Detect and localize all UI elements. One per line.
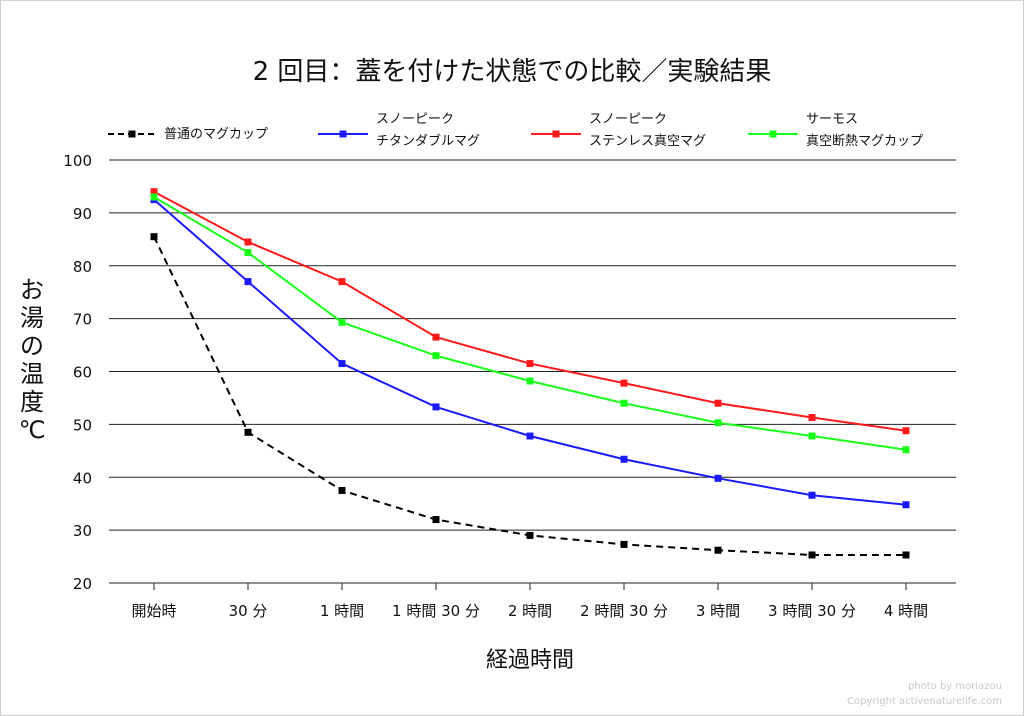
x-tick-label: 3 時間 [696,602,740,620]
y-tick-label: 30 [73,522,92,540]
data-point [338,486,346,494]
legend-label: チタンダブルマグ [376,133,480,149]
legend-marker-2 [552,130,560,138]
x-tick-label: 3 時間 30 分 [768,602,856,620]
legend-marker-0 [128,130,136,138]
data-point [244,249,252,257]
y-axis-label-char: 湯 [20,304,44,332]
chart-title: 2 回目：蓋を付けた状態での比較／実験結果 [253,57,772,87]
data-point [338,278,346,286]
series-line-3 [153,196,907,451]
y-tick-label: 20 [73,575,92,593]
data-point [620,379,628,387]
series-line-0 [153,236,906,556]
data-point [714,419,722,427]
y-axis-ticks: 20 30 40 50 60 70 80 90 100 [63,152,92,593]
data-point [902,551,910,559]
x-axis-label: 経過時間 [486,648,574,673]
x-tick-label: 2 時間 [508,602,552,620]
credit-photo: photo by moriazou [908,681,1002,692]
y-tick-label: 70 [73,311,92,329]
credit-copyright: Copyright activenaturelife.com [847,696,1002,707]
y-axis-label-char: 温 [20,360,44,388]
data-point [432,403,440,411]
series-line-1 [153,198,907,506]
data-point [244,238,252,246]
legend-label: サーモス [806,112,858,127]
data-point [338,318,346,326]
legend: 普通のマグカップスノーピークチタンダブルマグスノーピークステンレス真空マグサーモ… [108,112,923,149]
data-point [902,427,910,435]
data-point [714,546,722,554]
series-line-2 [153,190,907,432]
data-point [808,432,816,440]
x-axis-ticks: 開始時 30 分 1 時間 1 時間 30 分 2 時間 2 時間 30 分 3 時間 3 時… [131,583,928,620]
data-point [902,446,910,454]
y-axis-label-char: お [20,276,44,304]
data-point [432,333,440,341]
series-group [150,188,910,559]
legend-marker-1 [339,130,347,138]
y-axis-label-char: 度 [20,388,44,416]
data-point [714,399,722,407]
legend-label: 普通のマグカップ [164,127,268,142]
y-tick-label: 40 [73,469,92,487]
data-point [150,188,158,196]
x-tick-label: 1 時間 [320,602,364,620]
legend-label: スノーピーク [376,112,454,127]
data-point [808,414,816,422]
data-point [620,455,628,463]
data-point [526,377,534,385]
x-tick-label: 4 時間 [884,602,928,620]
y-axis-label-char: の [20,332,44,360]
x-tick-label: 1 時間 30 分 [392,602,480,620]
data-point [808,551,816,559]
data-point [244,428,252,436]
y-axis-label-char: ℃ [19,416,46,444]
legend-label: ステンレス真空マグ [589,134,706,149]
x-tick-label: 開始時 [131,602,176,620]
data-point [714,474,722,482]
data-point [620,540,628,548]
data-point [338,360,346,368]
y-tick-label: 60 [73,364,92,382]
legend-marker-3 [769,130,777,138]
data-point [432,516,440,524]
x-tick-label: 30 分 [229,602,268,620]
x-tick-label: 2 時間 30 分 [580,602,668,620]
data-point [150,233,158,241]
data-point [620,399,628,407]
data-point [150,193,158,201]
data-point [526,432,534,440]
y-tick-label: 100 [63,152,92,170]
data-point [902,501,910,509]
y-tick-label: 50 [73,416,92,434]
legend-label: スノーピーク [589,112,667,127]
data-point [244,278,252,286]
y-tick-label: 90 [73,205,92,223]
data-point [526,360,534,368]
data-point [432,352,440,360]
grid-lines [109,159,956,584]
data-point [526,531,534,539]
data-point [808,491,816,499]
y-tick-label: 80 [73,258,92,276]
legend-label: 真空断熱マグカップ [806,134,923,149]
